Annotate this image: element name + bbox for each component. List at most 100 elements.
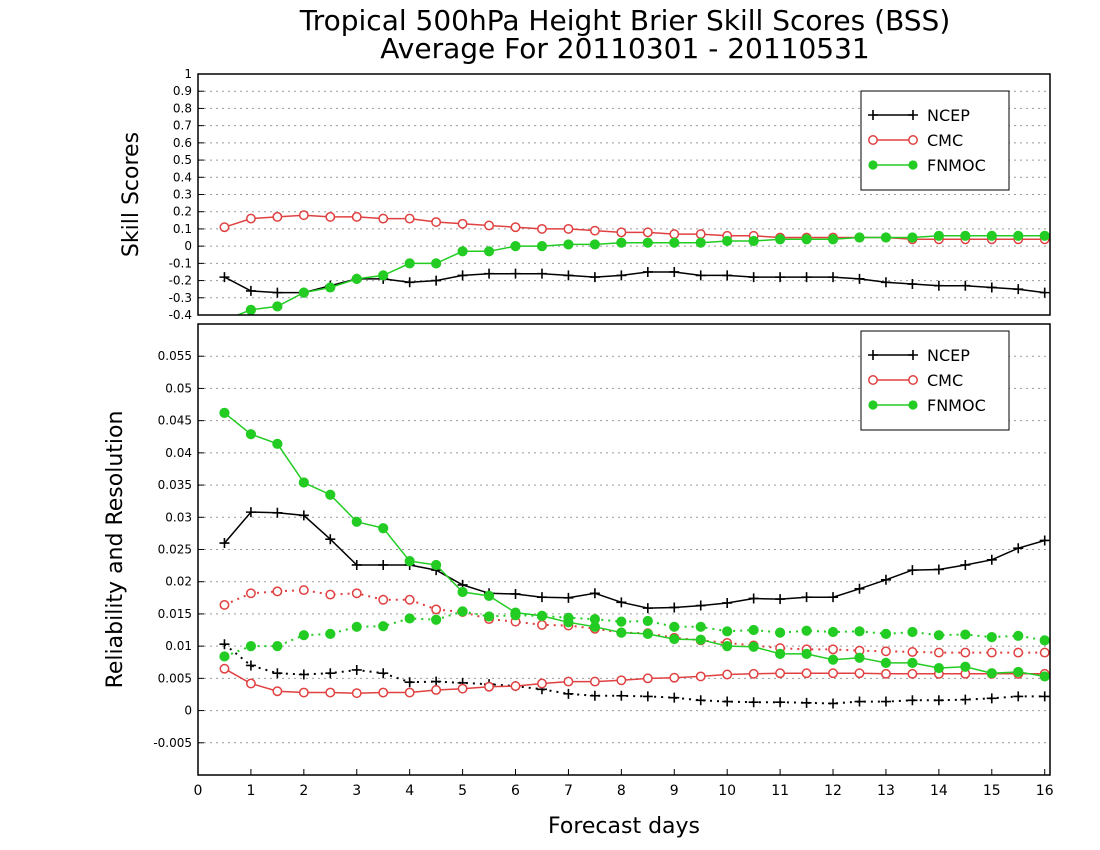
legend-marker (868, 350, 878, 360)
data-point (881, 646, 891, 657)
data-point (589, 588, 600, 599)
x-tick-label: 2 (299, 783, 308, 799)
data-point (1039, 230, 1050, 241)
data-point (325, 589, 336, 600)
data-point (669, 229, 680, 240)
data-point (801, 234, 812, 245)
data-point (801, 648, 812, 659)
chart-title-line1: Tropical 500hPa Height Brier Skill Score… (299, 4, 951, 37)
legend-marker (908, 135, 918, 145)
data-point (775, 697, 786, 708)
y-tick-label: 0.7 (173, 119, 192, 133)
data-point (536, 241, 548, 252)
data-point (431, 614, 442, 625)
data-point (484, 220, 495, 231)
series-cmc-dotted (219, 585, 1050, 658)
data-point (563, 270, 574, 281)
data-point (827, 626, 839, 638)
data-point (378, 594, 389, 605)
data-point (219, 272, 230, 283)
data-point (298, 687, 309, 698)
data-point (589, 272, 600, 283)
data-point (219, 663, 230, 674)
data-point (245, 678, 256, 689)
data-point (880, 628, 892, 640)
data-point (616, 270, 627, 281)
data-point (960, 694, 971, 705)
data-point (775, 648, 786, 659)
data-point (404, 555, 415, 567)
data-point (431, 676, 442, 687)
legend-marker (908, 375, 918, 385)
data-point (537, 678, 547, 689)
data-point (986, 668, 997, 679)
data-point (669, 692, 680, 703)
data-point (775, 272, 786, 283)
data-point (431, 217, 442, 227)
y-tick-label: 0.3 (173, 188, 192, 202)
x-tick-label: 10 (718, 783, 736, 799)
data-point (986, 554, 997, 565)
data-point (960, 280, 971, 291)
data-point (616, 616, 627, 627)
data-point (960, 559, 971, 570)
data-point (404, 594, 415, 605)
data-point (378, 523, 389, 534)
legend-marker (908, 160, 918, 170)
data-point (351, 211, 362, 222)
legend-marker (868, 135, 878, 145)
data-point (960, 629, 971, 640)
data-point (616, 690, 627, 701)
data-point (351, 688, 362, 699)
y-axis-label: Skill Scores (119, 132, 144, 257)
data-point (219, 407, 230, 419)
data-point (404, 687, 415, 698)
data-point (536, 268, 547, 279)
data-point (907, 626, 918, 638)
data-point (669, 672, 680, 683)
y-tick-label: 0.055 (158, 349, 192, 363)
data-point (801, 668, 812, 679)
y-tick-label: 0.8 (173, 101, 192, 115)
data-point (801, 592, 812, 603)
x-tick-label: 12 (824, 783, 842, 799)
y-tick-label: 0.045 (158, 414, 192, 428)
data-point (484, 268, 495, 279)
data-point (325, 628, 336, 640)
data-point (378, 559, 389, 570)
legend-label: FNMOC (927, 156, 986, 175)
legend-marker (868, 160, 878, 170)
data-point (642, 691, 653, 702)
data-point (1039, 287, 1050, 298)
x-axis-label: Forecast days (548, 814, 700, 839)
y-tick-label: 0.2 (173, 205, 192, 219)
data-point (933, 662, 944, 674)
data-point (827, 654, 839, 665)
data-point (431, 559, 442, 571)
legend-marker (908, 110, 918, 120)
data-point (589, 676, 600, 687)
data-point (219, 538, 230, 549)
data-point (748, 624, 759, 636)
data-point (219, 599, 230, 610)
data-point (536, 610, 548, 621)
data-point (537, 619, 547, 630)
data-point (616, 237, 627, 248)
y-tick-label: -0.1 (169, 256, 192, 270)
data-point (219, 651, 230, 662)
series-fnmoc-dotted (219, 606, 1050, 662)
data-point (325, 282, 336, 293)
data-point (563, 688, 574, 699)
data-point (563, 223, 574, 234)
data-point (1013, 630, 1024, 641)
data-point (986, 632, 997, 643)
legend-marker (908, 400, 918, 410)
data-point (616, 227, 627, 238)
data-point (589, 225, 600, 236)
data-point (722, 597, 733, 608)
legend-label: NCEP (927, 106, 970, 125)
data-point (695, 634, 706, 645)
data-point (854, 583, 865, 594)
data-point (272, 438, 283, 449)
